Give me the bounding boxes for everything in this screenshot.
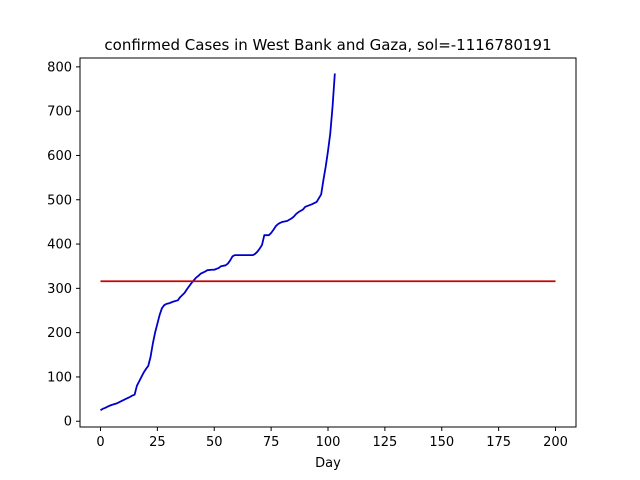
x-tick-label: 75 [263,435,280,450]
axes: 0 25 50 75 100 125 150 175 200 0 100 200 300 400 500 60… [47,57,577,450]
series-line-1 [100,73,336,411]
x-tick-label: 200 [543,435,568,450]
x-tick-label: 150 [429,435,454,450]
x-tick-label: 25 [149,435,166,450]
y-tick-label: 800 [47,60,72,75]
x-tick-label: 125 [372,435,397,450]
y-tick-label: 300 [47,282,72,297]
y-tick-label: 500 [47,193,72,208]
y-tick-label: 400 [47,238,72,253]
x-tick-label: 50 [206,435,223,450]
x-tick-label: 0 [96,435,104,450]
y-tick-label: 700 [47,105,72,120]
chart-title: confirmed Cases in West Bank and Gaza, s… [104,36,551,54]
plot-area [100,73,556,411]
x-tick-label: 100 [316,435,341,450]
y-tick-label: 0 [64,415,72,430]
x-axis-title: Day [315,456,341,471]
y-tick-label: 600 [47,149,72,164]
y-tick-label: 200 [47,326,72,341]
y-tick-label: 100 [47,370,72,385]
x-tick-label: 175 [486,435,511,450]
